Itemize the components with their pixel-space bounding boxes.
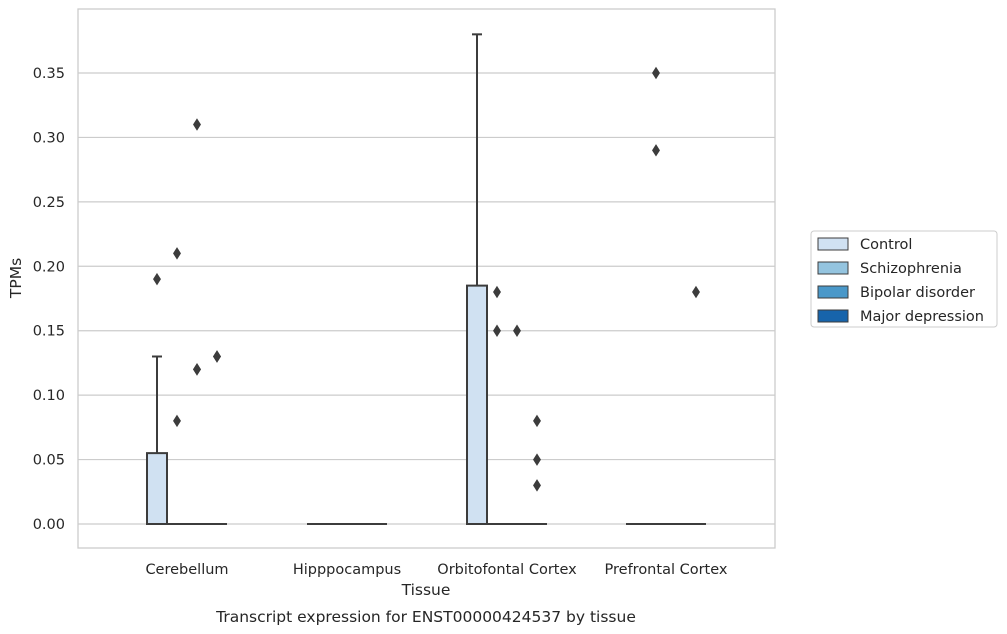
x-tick-label: Orbitofontal Cortex [437, 562, 577, 578]
outlier-point [193, 118, 201, 131]
outlier-points [153, 66, 700, 492]
outlier-point [652, 66, 660, 80]
outlier-point [173, 414, 181, 428]
y-tick-label: 0.05 [33, 453, 65, 469]
box-rect [466, 284, 488, 525]
legend-swatch [817, 309, 849, 323]
y-axis-title: TPMs [7, 258, 25, 299]
box-cerebellum-control [146, 355, 168, 525]
outlier-point [213, 350, 221, 363]
outlier-point [513, 324, 521, 337]
legend-label: Bipolar disorder [860, 285, 975, 301]
legend-swatch [817, 261, 849, 275]
y-tick-label: 0.30 [33, 130, 65, 146]
outlier-point [153, 272, 161, 286]
legend-label: Schizophrenia [860, 261, 962, 277]
x-tick-labels: Cerebellum Hipppocampus Orbitofontal Corte… [145, 562, 727, 578]
y-tick-label: 0.25 [33, 195, 65, 211]
outlier-point [533, 453, 541, 466]
plot-frame [77, 8, 776, 549]
outlier-point [692, 285, 700, 299]
outlier-point [493, 285, 501, 299]
outlier-point [533, 479, 541, 492]
boxes [146, 33, 706, 525]
x-axis-title: Tissue [401, 581, 451, 599]
outlier-point [193, 363, 201, 376]
chart-caption: Transcript expression for ENST0000042453… [215, 608, 636, 626]
legend-label: Major depression [860, 309, 984, 325]
legend-swatch [817, 237, 849, 251]
legend-label: Control [860, 237, 912, 253]
outlier-point [652, 144, 660, 157]
x-tick-label: Hipppocampus [293, 562, 401, 578]
outlier-point [533, 414, 541, 428]
legend-swatch [817, 285, 849, 299]
outlier-point [173, 247, 181, 260]
y-gridlines [78, 72, 775, 525]
x-tick-label: Cerebellum [145, 562, 228, 578]
outlier-point [493, 324, 501, 337]
box-orbitofontal-cortex-control [466, 33, 488, 525]
y-tick-label: 0.20 [33, 259, 65, 275]
legend-frame [810, 230, 998, 328]
y-tick-label: 0.00 [33, 517, 65, 533]
box-rect [146, 452, 168, 525]
y-tick-label: 0.15 [33, 324, 65, 340]
y-tick-labels: 0.00 0.05 0.10 0.15 0.20 0.25 0.30 0.35 [33, 66, 65, 533]
y-tick-label: 0.35 [33, 66, 65, 82]
x-tick-label: Prefrontal Cortex [605, 562, 728, 578]
legend: Control Schizophrenia Bipolar disorder Majo… [810, 230, 998, 328]
y-tick-label: 0.10 [33, 388, 65, 404]
